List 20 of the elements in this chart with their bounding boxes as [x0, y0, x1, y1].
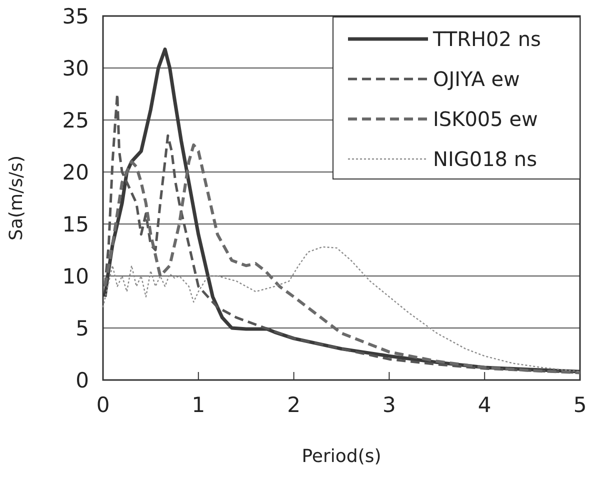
y-tick-label: 15	[62, 212, 89, 236]
y-tick-label: 20	[62, 160, 89, 184]
x-tick-label: 1	[192, 393, 206, 417]
x-tick-label: 0	[96, 393, 110, 417]
x-tick-label: 5	[573, 393, 587, 417]
x-axis-title: Period(s)	[302, 446, 382, 467]
y-tick-label: 25	[62, 108, 89, 132]
y-tick-label: 35	[62, 4, 89, 28]
x-tick-label: 2	[287, 393, 300, 417]
y-axis-title: Sa(m/s/s)	[6, 156, 27, 240]
legend-label: TTRH02 ns	[432, 27, 541, 51]
legend-label: ISK005 ew	[433, 107, 538, 131]
x-tick-label: 4	[478, 393, 492, 417]
x-tick-label: 3	[382, 393, 396, 417]
y-tick-label: 0	[76, 368, 89, 392]
y-tick-label: 30	[62, 56, 89, 80]
y-tick-label: 5	[76, 316, 89, 340]
y-tick-label: 10	[62, 264, 89, 288]
legend-label: NIG018 ns	[433, 147, 537, 171]
legend-label: OJIYA ew	[433, 67, 520, 91]
